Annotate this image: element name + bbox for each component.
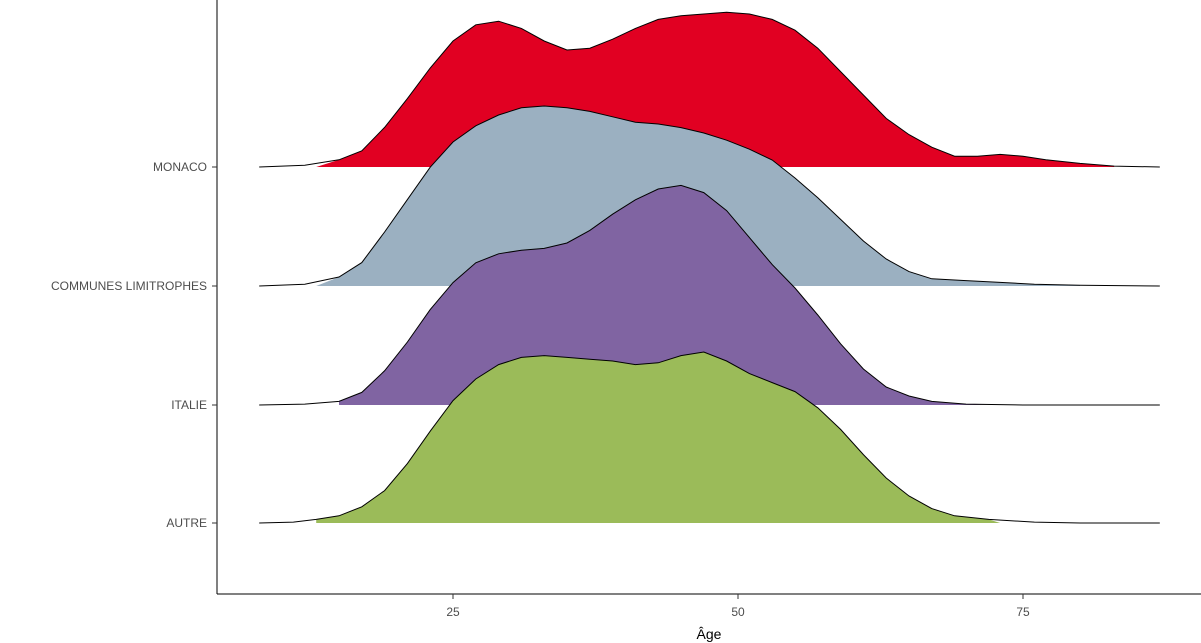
ridge-outline-autre (259, 351, 1160, 524)
x-tick-label-50: 50 (731, 605, 745, 619)
ridge-autre (259, 351, 1160, 524)
ridge-outline-monaco (259, 11, 1160, 168)
ridges-layer (259, 11, 1160, 524)
x-axis-ticks: 25 50 75 (446, 594, 1030, 619)
y-tick-label-monaco: MONACO (153, 160, 207, 174)
y-tick-label-communes-limitrophes: COMMUNES LIMITROPHES (51, 279, 207, 293)
ridge-fill-italie (339, 185, 989, 405)
ridge-outline-italie (259, 184, 1160, 406)
x-tick-label-75: 75 (1016, 605, 1030, 619)
ridge-outline-communes-limitrophes (259, 105, 1160, 287)
ridge-fill-autre (316, 352, 1001, 523)
y-axis-ticks: MONACO COMMUNES LIMITROPHES ITALIE AUTRE (51, 160, 217, 530)
y-tick-label-italie: ITALIE (171, 398, 207, 412)
ridge-italie (259, 184, 1160, 406)
x-axis-title: Âge (697, 626, 722, 642)
x-tick-label-25: 25 (446, 605, 460, 619)
y-tick-label-autre: AUTRE (166, 516, 207, 530)
